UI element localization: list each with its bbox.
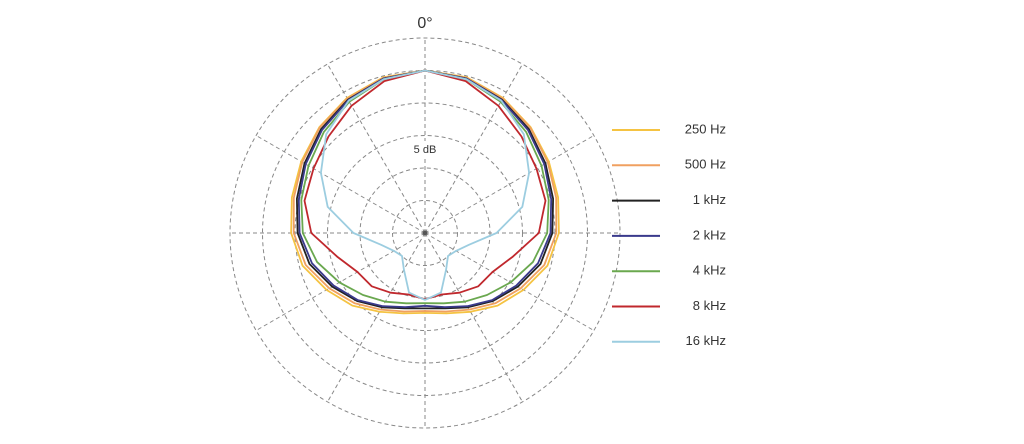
grid-spoke [424, 135, 595, 234]
legend-label: 16 kHz [686, 333, 726, 348]
legend-label: 1 kHz [693, 192, 726, 207]
polar-line [290, 69, 560, 315]
grid-ring [327, 135, 523, 331]
polar-line [296, 69, 554, 310]
legend-label: 4 kHz [693, 263, 726, 278]
grid-ring [229, 37, 621, 429]
scale-label-bg [409, 141, 441, 157]
grid-spoke [327, 232, 426, 403]
grid-ring [392, 200, 458, 266]
polar-line [297, 69, 553, 308]
legend-label: 2 kHz [693, 227, 726, 242]
grid-spoke [255, 232, 426, 331]
grid-spoke [327, 63, 426, 234]
scale-label: 5 dB [414, 144, 437, 156]
grid-spoke [424, 232, 523, 403]
angle-label: 0° [417, 15, 432, 32]
legend-label: 8 kHz [693, 298, 726, 313]
polar-line [320, 69, 530, 301]
center-dot [422, 230, 428, 236]
polar-line [292, 69, 558, 313]
polar-line [300, 69, 550, 305]
grid-spoke [424, 232, 595, 331]
grid-spoke [424, 63, 523, 234]
legend-label: 500 Hz [685, 157, 726, 172]
grid-spoke [255, 135, 426, 234]
legend-label: 250 Hz [685, 121, 726, 136]
